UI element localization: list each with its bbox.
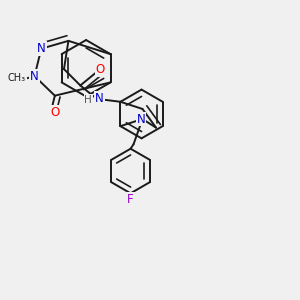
Text: N: N bbox=[95, 92, 104, 105]
Text: N: N bbox=[136, 112, 145, 125]
Text: N: N bbox=[30, 70, 39, 83]
Text: O: O bbox=[50, 106, 59, 119]
Text: H: H bbox=[85, 95, 92, 105]
Text: F: F bbox=[127, 193, 134, 206]
Text: CH₃: CH₃ bbox=[8, 73, 26, 83]
Text: O: O bbox=[96, 63, 105, 76]
Text: N: N bbox=[37, 42, 46, 55]
